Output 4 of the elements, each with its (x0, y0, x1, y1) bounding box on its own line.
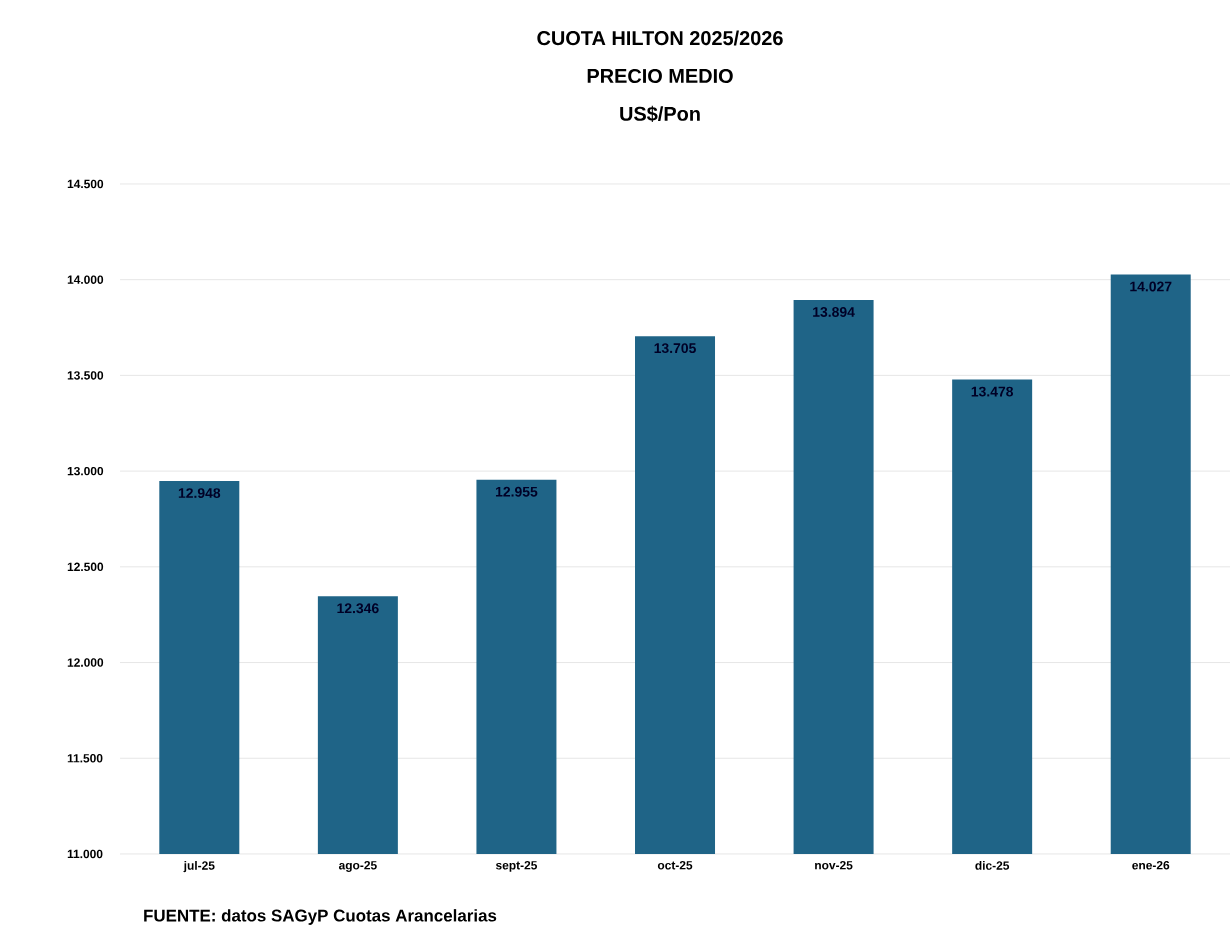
source-note: FUENTE: datos SAGyP Cuotas Arancelarias (144, 909, 497, 925)
chart-title: CUOTA HILTON 2025/2026 (537, 30, 783, 46)
y-axis-title: US$/Pon (620, 105, 700, 123)
chart-subtitle: PRECIO MEDIO (587, 68, 733, 84)
